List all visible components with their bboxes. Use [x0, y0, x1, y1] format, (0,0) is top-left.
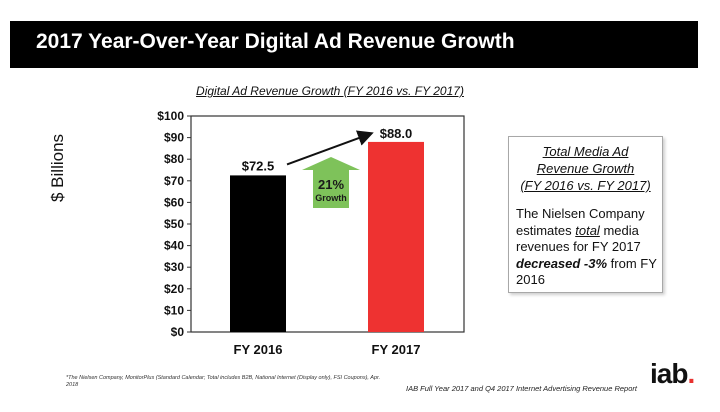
y-tick-label: $0 — [171, 325, 185, 339]
y-tick-label: $50 — [164, 217, 184, 231]
chart-title: Digital Ad Revenue Growth (FY 2016 vs. F… — [196, 84, 464, 98]
info-body-text: from FY 2016 — [516, 255, 657, 288]
info-box-body: The Nielsen Company estimates total medi… — [516, 206, 661, 289]
y-tick-label: $90 — [164, 131, 184, 145]
info-box: Total Media Ad Revenue Growth (FY 2016 v… — [508, 136, 663, 293]
y-tick-label: $30 — [164, 260, 184, 274]
bar — [230, 175, 286, 332]
growth-label: Growth — [315, 193, 347, 203]
y-tick-label: $10 — [164, 303, 184, 317]
logo-dot: . — [687, 358, 695, 389]
bar — [368, 141, 424, 332]
info-title-line: Revenue Growth — [536, 161, 635, 176]
x-tick-label: FY 2017 — [372, 342, 421, 357]
info-title-line: (FY 2016 vs. FY 2017) — [520, 178, 651, 193]
info-body-total: total — [575, 222, 600, 238]
y-tick-label: $70 — [164, 174, 184, 188]
y-tick-label: $60 — [164, 195, 184, 209]
y-tick-label: $40 — [164, 239, 184, 253]
x-tick-label: FY 2016 — [234, 342, 283, 357]
footnote: *The Nielsen Company, MonitorPlus (Stand… — [66, 375, 381, 388]
y-tick-label: $100 — [157, 109, 184, 123]
info-body-decreased: decreased -3% — [516, 255, 608, 271]
info-box-title: Total Media Ad Revenue Growth (FY 2016 v… — [509, 143, 662, 194]
data-label: $72.5 — [242, 158, 275, 173]
info-title-line: Total Media Ad — [542, 144, 629, 159]
info-body-text: media revenues for FY 2017 — [516, 222, 641, 255]
y-tick-label: $80 — [164, 152, 184, 166]
page-title: 2017 Year-Over-Year Digital Ad Revenue G… — [36, 30, 515, 53]
iab-logo: iab. — [650, 358, 695, 390]
info-body-text: The Nielsen Company estimates — [516, 206, 645, 238]
growth-percent: 21% — [318, 177, 344, 192]
growth-arrow — [286, 130, 374, 166]
logo-text: iab — [650, 358, 688, 389]
data-label: $88.0 — [380, 126, 413, 141]
growth-callout-arrow — [302, 157, 360, 208]
source-citation: IAB Full Year 2017 and Q4 2017 Internet … — [406, 384, 637, 393]
title-bar: 2017 Year-Over-Year Digital Ad Revenue G… — [10, 21, 698, 68]
y-tick-label: $20 — [164, 282, 184, 296]
